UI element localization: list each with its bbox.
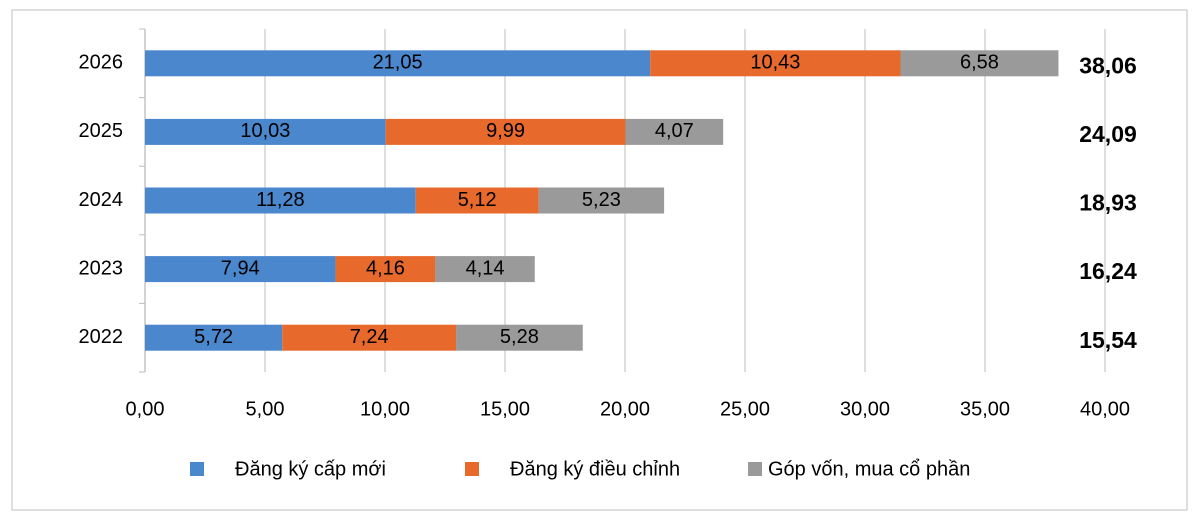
x-tick-label: 40,00 <box>1080 398 1130 420</box>
y-tick-label: 2023 <box>79 257 124 279</box>
x-tick-label: 10,00 <box>360 398 410 420</box>
bar-segment <box>145 118 386 145</box>
bar-segment <box>335 256 436 283</box>
data-label: 4,16 <box>366 257 405 279</box>
total-label: 15,54 <box>1079 327 1137 353</box>
x-tick-label: 15,00 <box>480 398 530 420</box>
data-label: 10,43 <box>750 52 800 74</box>
bar-segment <box>435 256 535 283</box>
bar-segment <box>145 187 416 214</box>
y-tick-label: 2025 <box>79 120 124 142</box>
bar-segment <box>145 256 336 283</box>
bar-segment <box>456 324 583 351</box>
total-label: 38,06 <box>1079 52 1137 78</box>
data-label: 4,14 <box>466 257 505 279</box>
legend-swatch <box>465 462 479 476</box>
y-tick-label: 2026 <box>79 52 124 74</box>
x-tick-label: 20,00 <box>600 398 650 420</box>
legend-label: Đăng ký điều chỉnh <box>510 458 680 480</box>
total-label: 18,93 <box>1079 190 1137 216</box>
bar-segment <box>538 187 665 214</box>
legend-label: Góp vốn, mua cổ phần <box>768 458 970 480</box>
data-label: 6,58 <box>960 52 999 74</box>
x-tick-label: 5,00 <box>246 398 285 420</box>
bar-segment <box>145 324 283 351</box>
data-label: 5,72 <box>194 326 233 348</box>
total-label: 24,09 <box>1079 121 1137 147</box>
bar-segment <box>900 50 1059 77</box>
data-label: 21,05 <box>373 52 423 74</box>
bar-segment <box>385 118 626 145</box>
bar-segment <box>145 50 651 77</box>
data-label: 4,07 <box>655 120 694 142</box>
legend-swatch <box>748 462 762 476</box>
data-label: 5,12 <box>458 189 497 211</box>
bar-segment <box>415 187 539 214</box>
x-tick-label: 0,00 <box>126 398 165 420</box>
y-tick-label: 2022 <box>79 326 124 348</box>
legend-label: Đăng ký cấp mới <box>235 458 386 480</box>
bar-segment <box>625 118 724 145</box>
bar-segment <box>282 324 457 351</box>
data-label: 11,28 <box>256 189 305 211</box>
bar-segment <box>650 50 901 77</box>
y-tick-label: 2024 <box>79 189 124 211</box>
data-label: 7,24 <box>350 326 389 348</box>
data-label: 5,23 <box>582 189 621 211</box>
data-label: 10,03 <box>240 120 290 142</box>
data-label: 5,28 <box>500 326 539 348</box>
legend-swatch <box>190 462 204 476</box>
x-tick-label: 25,00 <box>720 398 770 420</box>
data-label: 9,99 <box>486 120 525 142</box>
data-label: 7,94 <box>221 257 260 279</box>
x-tick-label: 35,00 <box>960 398 1010 420</box>
total-label: 16,24 <box>1079 258 1137 284</box>
x-tick-label: 30,00 <box>840 398 890 420</box>
